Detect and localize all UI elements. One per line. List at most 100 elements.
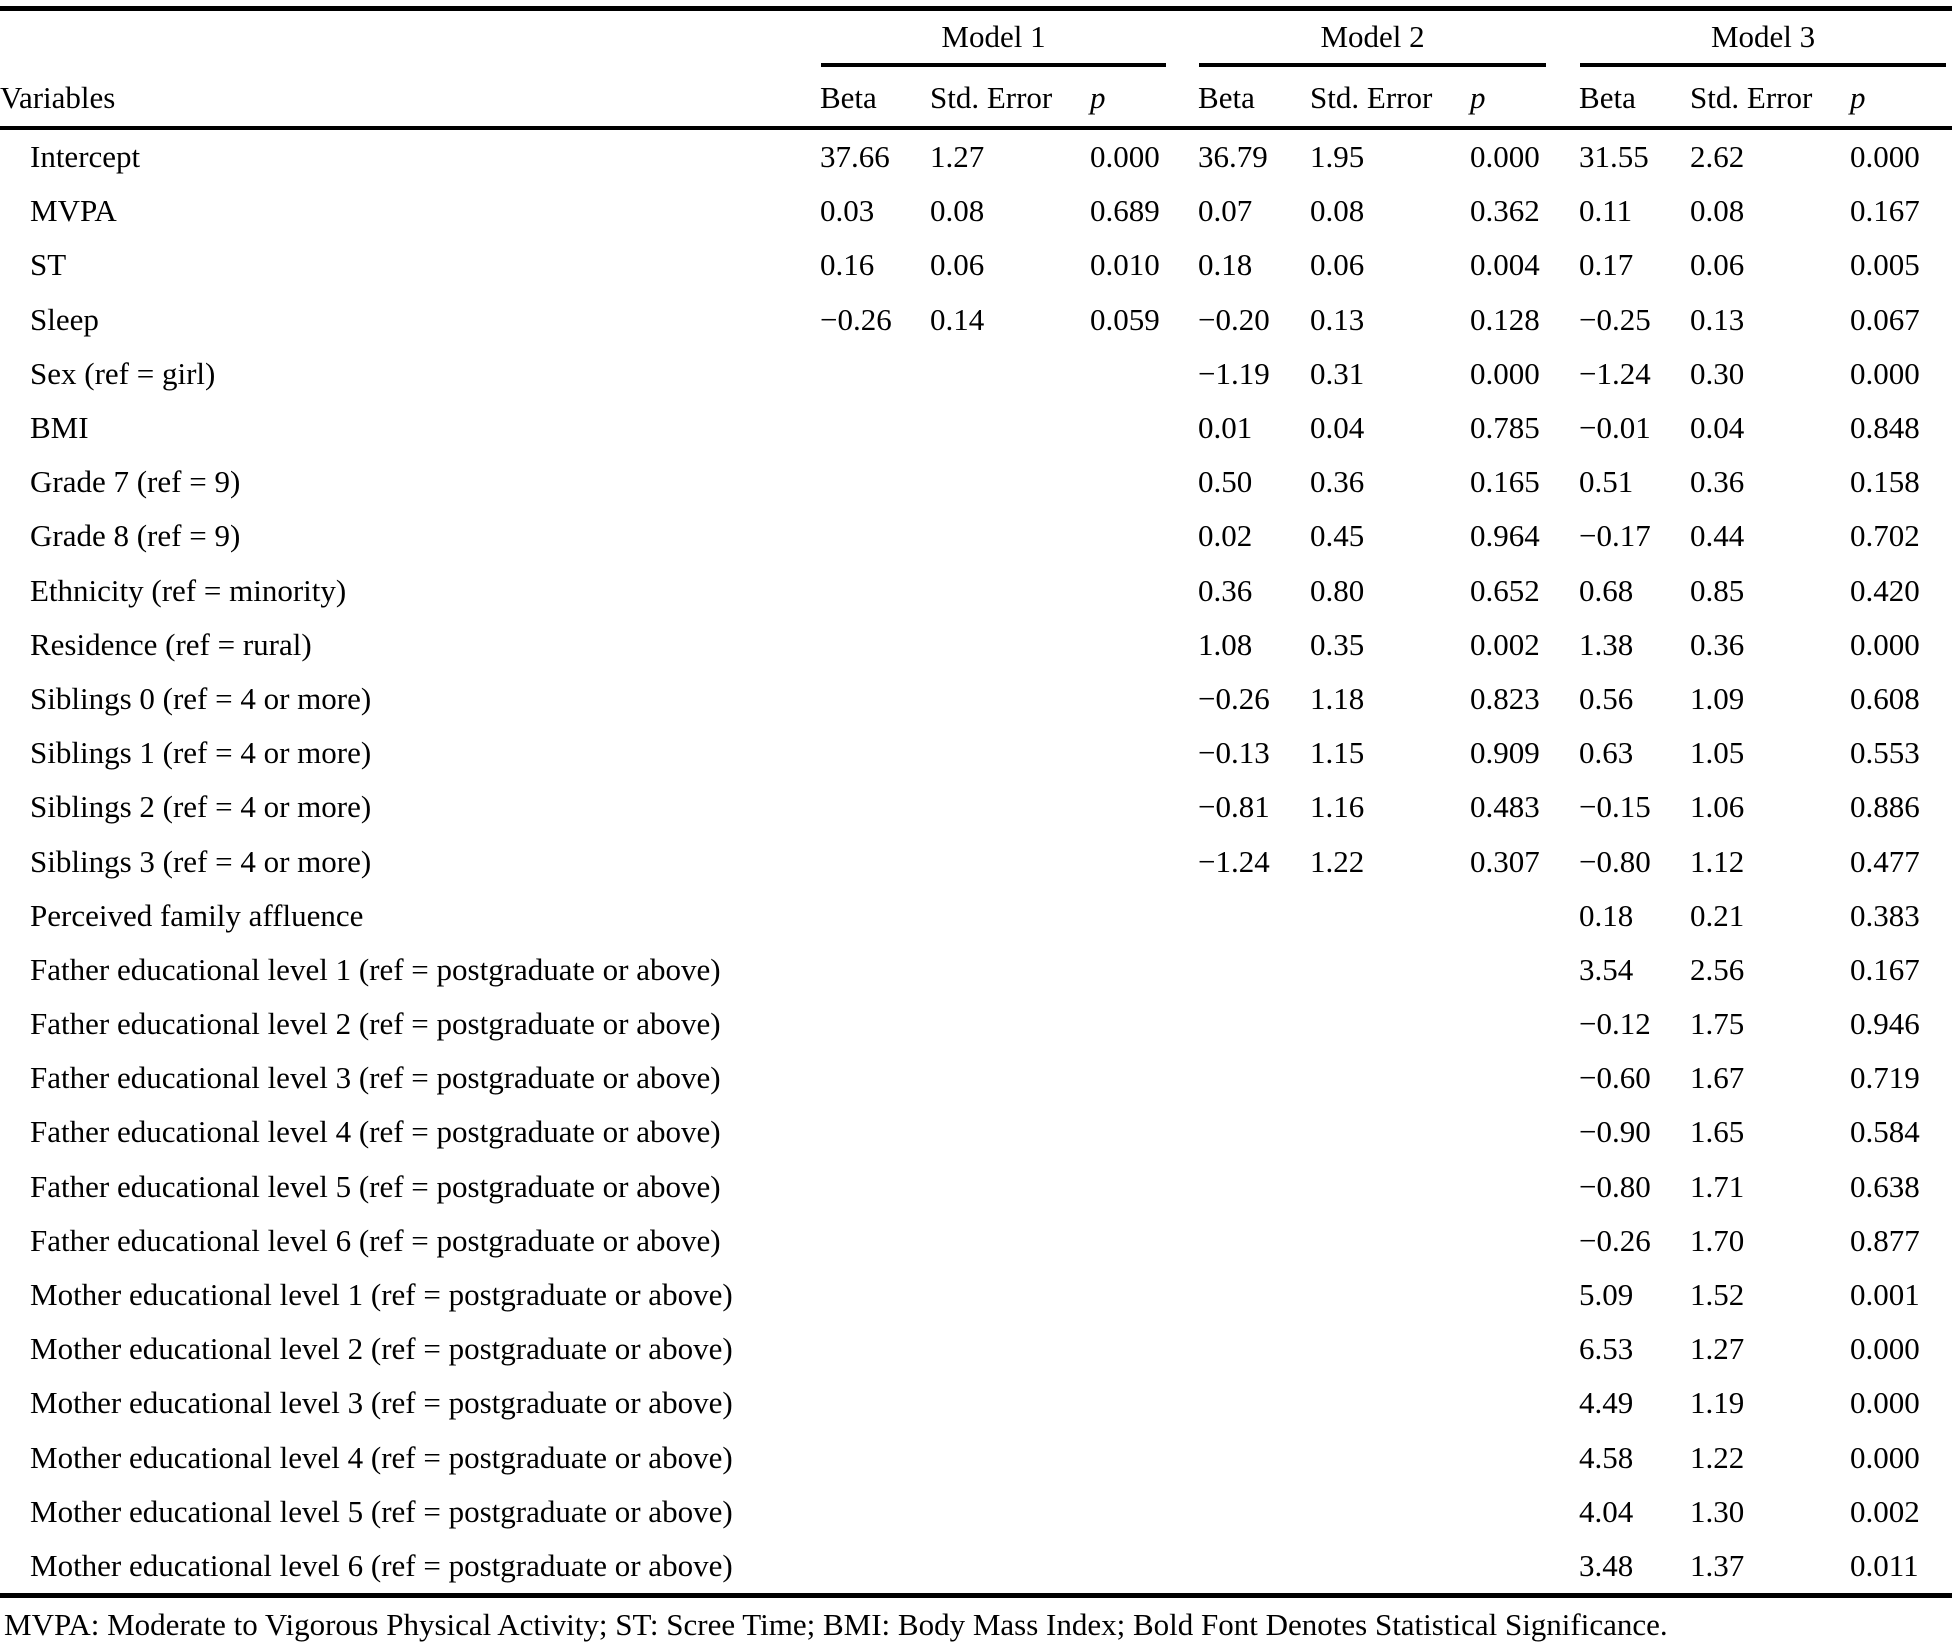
model-2-header: Model 2 [1198, 9, 1579, 69]
value-cell: 0.383 [1850, 897, 1920, 933]
value-cell: 1.08 [1198, 626, 1253, 662]
value-cell: 0.689 [1090, 193, 1160, 229]
value-cell: 0.31 [1310, 355, 1365, 391]
value-cell [820, 509, 930, 563]
table-row: Father educational level 6 (ref = postgr… [0, 1214, 1952, 1268]
variable-label: Father educational level 2 (ref = postgr… [30, 1006, 721, 1042]
value-cell: 0.36 [1310, 464, 1365, 500]
value-cell [820, 1268, 930, 1322]
value-cell [1470, 1485, 1579, 1539]
value-cell: 0.16 [820, 247, 875, 283]
model-3-stderror-header: Std. Error [1690, 68, 1851, 130]
value-cell: 1.52 [1690, 1277, 1745, 1313]
value-cell [1198, 1268, 1310, 1322]
table-row: Mother educational level 2 (ref = postgr… [0, 1322, 1952, 1376]
value-cell [1090, 834, 1198, 888]
table-row: Father educational level 2 (ref = postgr… [0, 997, 1952, 1051]
value-cell [820, 726, 930, 780]
value-cell: −0.26 [1579, 1222, 1651, 1258]
value-cell: 0.45 [1310, 518, 1365, 554]
value-cell [1198, 1376, 1310, 1430]
value-cell: 0.059 [1090, 301, 1160, 337]
value-cell [1090, 1539, 1198, 1596]
model-1-stderror-header: Std. Error [930, 68, 1090, 130]
value-cell: 0.44 [1690, 518, 1745, 554]
value-cell: 0.07 [1198, 193, 1253, 229]
value-cell [1090, 1105, 1198, 1159]
value-cell: 0.638 [1850, 1168, 1920, 1204]
value-cell [930, 1160, 1090, 1214]
value-cell [820, 455, 930, 509]
value-cell: 0.36 [1198, 572, 1253, 608]
table-row: MVPA 0.03 0.08 0.689 0.07 0.08 0.362 0.11 0.08 0.… [0, 184, 1952, 238]
value-cell [930, 943, 1090, 997]
value-cell [930, 455, 1090, 509]
value-cell: 31.55 [1579, 139, 1649, 175]
value-cell [930, 1105, 1090, 1159]
value-cell [1310, 1431, 1470, 1485]
table-row: Perceived family affluence 0.18 0.21 0.383 [0, 889, 1952, 943]
value-cell: 0.06 [1690, 247, 1745, 283]
value-cell: −0.80 [1579, 1168, 1651, 1204]
value-cell: 2.62 [1690, 139, 1745, 175]
value-cell [930, 726, 1090, 780]
value-cell: 0.702 [1850, 518, 1920, 554]
value-cell: −0.01 [1579, 410, 1651, 446]
value-cell [1090, 780, 1198, 834]
value-cell: 1.18 [1310, 680, 1365, 716]
variable-label: Father educational level 4 (ref = postgr… [30, 1114, 721, 1150]
model-3-underline: Model 3 [1580, 19, 1947, 67]
value-cell: −0.81 [1198, 789, 1270, 825]
value-cell: 0.477 [1850, 843, 1920, 879]
value-cell [1198, 1322, 1310, 1376]
value-cell [1310, 1160, 1470, 1214]
variable-label: Sleep [30, 301, 99, 337]
model-2-title: Model 2 [1320, 19, 1425, 54]
value-cell [820, 1485, 930, 1539]
value-cell [1310, 1322, 1470, 1376]
value-cell: 1.12 [1690, 843, 1745, 879]
value-cell: 0.167 [1850, 193, 1920, 229]
value-cell: 0.785 [1470, 410, 1540, 446]
value-cell: 5.09 [1579, 1277, 1634, 1313]
value-cell [1198, 1485, 1310, 1539]
value-cell [930, 1214, 1090, 1268]
value-cell [1090, 455, 1198, 509]
value-cell: 4.58 [1579, 1439, 1634, 1475]
value-cell: 0.002 [1850, 1493, 1920, 1529]
value-cell: 0.067 [1850, 301, 1920, 337]
value-cell: 0.608 [1850, 680, 1920, 716]
variable-label: Father educational level 3 (ref = postgr… [30, 1060, 721, 1096]
variable-label: Father educational level 6 (ref = postgr… [30, 1222, 721, 1258]
variable-label: Mother educational level 5 (ref = postgr… [30, 1493, 733, 1529]
value-cell [1310, 1268, 1470, 1322]
value-cell: 2.56 [1690, 951, 1745, 987]
variable-label: Sex (ref = girl) [30, 355, 216, 391]
value-cell: 1.22 [1310, 843, 1365, 879]
table-row: Father educational level 5 (ref = postgr… [0, 1160, 1952, 1214]
model-2-p-header: p [1470, 68, 1580, 130]
table-row: Ethnicity (ref = minority) 0.36 0.80 0.652 0… [0, 564, 1952, 618]
model-2-beta-header: Beta [1198, 68, 1311, 130]
table-header: Model 1 Model 2 Model 3 Variables Beta [0, 9, 1952, 130]
value-cell: 0.17 [1579, 247, 1634, 283]
model-header-row: Model 1 Model 2 Model 3 [0, 9, 1952, 69]
value-cell [820, 889, 930, 943]
value-cell [820, 997, 930, 1051]
table-row: Sex (ref = girl) −1.19 0.31 0.000 −1.24 0.30 0… [0, 347, 1952, 401]
value-cell: −0.26 [1198, 680, 1270, 716]
value-cell: 1.09 [1690, 680, 1745, 716]
value-cell [930, 889, 1090, 943]
value-cell [820, 834, 930, 888]
value-cell [930, 1322, 1090, 1376]
value-cell: 0.36 [1690, 626, 1745, 662]
value-cell [1090, 726, 1198, 780]
value-cell [820, 672, 930, 726]
value-cell: 6.53 [1579, 1331, 1634, 1367]
value-cell: −0.12 [1579, 1006, 1651, 1042]
value-cell: 0.946 [1850, 1006, 1920, 1042]
value-cell: 37.66 [820, 139, 890, 175]
variable-label: ST [30, 247, 67, 283]
value-cell [1470, 1322, 1579, 1376]
